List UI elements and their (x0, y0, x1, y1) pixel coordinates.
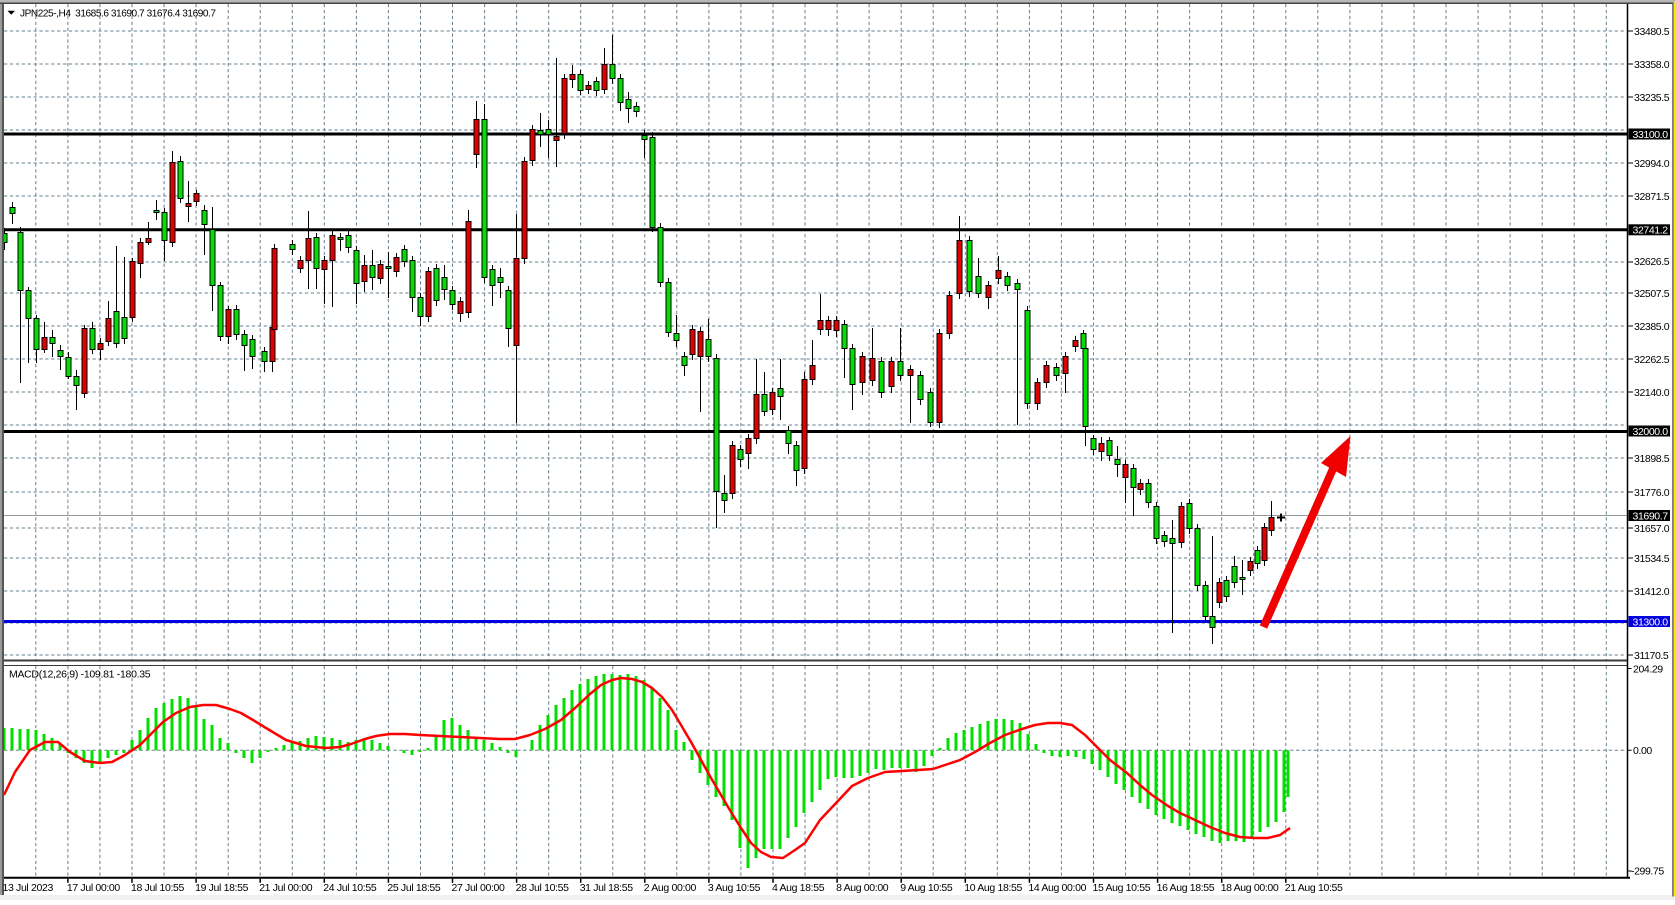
svg-text:204.29: 204.29 (1633, 664, 1663, 676)
svg-text:21 Aug 10:55: 21 Aug 10:55 (1285, 882, 1343, 894)
svg-text:33358.0: 33358.0 (1634, 59, 1670, 71)
svg-text:32000.0: 32000.0 (1633, 426, 1669, 438)
svg-text:31412.0: 31412.0 (1634, 586, 1670, 598)
svg-text:17 Jul 00:00: 17 Jul 00:00 (67, 882, 121, 894)
svg-text:8 Aug 00:00: 8 Aug 00:00 (836, 882, 889, 894)
svg-text:32741.2: 32741.2 (1633, 225, 1669, 237)
svg-text:MACD(12,26,9) -109.81 -180.35: MACD(12,26,9) -109.81 -180.35 (9, 669, 151, 681)
svg-text:18 Aug 00:00: 18 Aug 00:00 (1221, 882, 1279, 894)
svg-text:31300.0: 31300.0 (1633, 616, 1669, 628)
svg-text:33235.5: 33235.5 (1634, 92, 1670, 104)
svg-text:32507.5: 32507.5 (1634, 288, 1670, 300)
svg-text:14 Aug 00:00: 14 Aug 00:00 (1028, 882, 1086, 894)
svg-text:21 Jul 00:00: 21 Jul 00:00 (259, 882, 313, 894)
svg-text:15 Aug 10:55: 15 Aug 10:55 (1093, 882, 1151, 894)
svg-text:32385.0: 32385.0 (1634, 321, 1670, 333)
svg-text:31534.5: 31534.5 (1634, 553, 1670, 565)
svg-text:32994.0: 32994.0 (1634, 158, 1670, 170)
svg-text:16 Aug 18:55: 16 Aug 18:55 (1157, 882, 1215, 894)
svg-text:JPN225-,H4 31685.6 31690.7 31: JPN225-,H4 31685.6 31690.7 31676.4 31690… (20, 8, 216, 19)
svg-text:31898.5: 31898.5 (1634, 453, 1670, 465)
svg-text:0.00: 0.00 (1633, 745, 1652, 757)
svg-text:4 Aug 18:55: 4 Aug 18:55 (772, 882, 825, 894)
svg-text:31776.0: 31776.0 (1634, 487, 1670, 499)
svg-text:32626.5: 32626.5 (1634, 256, 1670, 268)
svg-text:3 Aug 10:55: 3 Aug 10:55 (708, 882, 761, 894)
svg-text:31690.7: 31690.7 (1633, 510, 1669, 522)
svg-text:31 Jul 18:55: 31 Jul 18:55 (580, 882, 634, 894)
svg-text:19 Jul 18:55: 19 Jul 18:55 (195, 882, 249, 894)
svg-text:2 Aug 00:00: 2 Aug 00:00 (644, 882, 697, 894)
svg-text:25 Jul 18:55: 25 Jul 18:55 (387, 882, 441, 894)
svg-text:9 Aug 10:55: 9 Aug 10:55 (900, 882, 953, 894)
svg-text:18 Jul 10:55: 18 Jul 10:55 (131, 882, 185, 894)
svg-text:32140.0: 32140.0 (1634, 387, 1670, 399)
svg-text:-299.75: -299.75 (1631, 866, 1664, 878)
svg-text:33480.5: 33480.5 (1634, 26, 1670, 38)
svg-text:27 Jul 00:00: 27 Jul 00:00 (452, 882, 506, 894)
svg-text:31657.0: 31657.0 (1634, 523, 1670, 535)
svg-text:13 Jul 2023: 13 Jul 2023 (3, 882, 54, 894)
svg-text:33100.0: 33100.0 (1633, 129, 1669, 141)
svg-text:32262.5: 32262.5 (1634, 354, 1670, 366)
svg-text:28 Jul 10:55: 28 Jul 10:55 (516, 882, 570, 894)
svg-text:10 Aug 18:55: 10 Aug 18:55 (964, 882, 1022, 894)
svg-text:32871.5: 32871.5 (1634, 191, 1670, 203)
svg-text:31170.5: 31170.5 (1634, 650, 1669, 662)
svg-text:24 Jul 10:55: 24 Jul 10:55 (323, 882, 377, 894)
